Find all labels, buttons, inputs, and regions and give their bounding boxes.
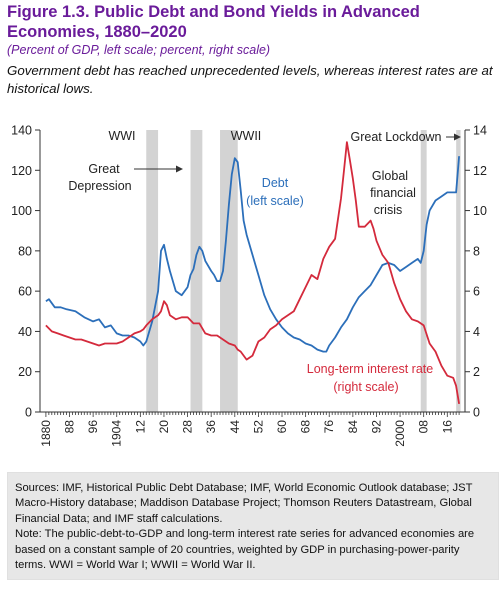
left-tick-label: 120 <box>11 164 32 178</box>
shade-great-depression <box>190 130 203 412</box>
x-tick-label: 28 <box>181 420 195 434</box>
shade-wwi <box>146 130 159 412</box>
right-tick-label: 6 <box>473 285 480 299</box>
figure-lede: Government debt has reached unprecedente… <box>7 63 493 96</box>
left-tick-label: 80 <box>18 244 32 258</box>
x-tick-label: 84 <box>346 420 360 434</box>
interest-rate-series-line <box>45 141 460 405</box>
gfc-label-line3: crisis <box>374 203 402 217</box>
left-tick-label: 40 <box>18 325 32 339</box>
debt-series-line <box>45 156 460 353</box>
left-tick-label: 100 <box>11 204 32 218</box>
x-tick-label: 44 <box>228 420 242 434</box>
gfc-label-line1: Global <box>372 169 408 183</box>
great-lockdown-arrowhead <box>454 133 461 141</box>
great-lockdown-label: Great Lockdown <box>350 130 441 144</box>
rate-series-label-line2: (right scale) <box>333 380 398 394</box>
debt-series-label-line1: Debt <box>262 176 289 190</box>
right-tick-label: 4 <box>473 325 480 339</box>
figure-title: Figure 1.3. Public Debt and Bond Yields … <box>7 3 420 41</box>
x-tick-label: 60 <box>275 420 289 434</box>
left-tick-label: 60 <box>18 285 32 299</box>
shade-great-lockdown <box>456 130 461 412</box>
sources-box: Sources: IMF, Historical Public Debt Dat… <box>7 472 499 581</box>
chart-annotations: WWI WWII Great Depression Great Lockdown Glob… <box>68 129 461 394</box>
x-tick-label: 08 <box>417 420 431 434</box>
great-depression-label-line2: Depression <box>68 179 131 193</box>
great-depression-label-line1: Great <box>88 162 120 176</box>
left-tick-label: 0 <box>25 406 32 420</box>
great-depression-arrowhead <box>176 165 183 173</box>
x-tick-label: 36 <box>204 420 218 434</box>
x-tick-label: 12 <box>133 420 147 434</box>
x-tick-label: 96 <box>86 420 100 434</box>
x-tick-label: 1904 <box>110 420 124 447</box>
debt-series-label-line2: (left scale) <box>246 194 304 208</box>
x-tick-label: 92 <box>369 420 383 434</box>
right-tick-label: 12 <box>473 164 487 178</box>
x-tick-label: 2000 <box>393 420 407 447</box>
x-tick-label: 88 <box>63 420 77 434</box>
x-tick-label: 1880 <box>39 420 53 447</box>
sources-text: Sources: IMF, Historical Public Debt Dat… <box>15 482 473 525</box>
figure-subtitle: (Percent of GDP, left scale; percent, ri… <box>7 43 271 57</box>
note-text: Note: The public-debt-to-GDP and long-te… <box>15 528 475 572</box>
x-tick-label: 20 <box>157 420 171 434</box>
right-tick-label: 0 <box>473 406 480 420</box>
left-tick-label: 140 <box>11 124 32 138</box>
wwi-label: WWI <box>108 129 135 143</box>
left-tick-label: 20 <box>18 365 32 379</box>
right-tick-label: 8 <box>473 244 480 258</box>
x-tick-label: 52 <box>251 420 265 434</box>
x-tick-label: 76 <box>322 420 336 434</box>
right-tick-label: 14 <box>473 124 487 138</box>
right-tick-label: 2 <box>473 365 480 379</box>
right-tick-label: 10 <box>473 204 487 218</box>
x-tick-label: 68 <box>299 420 313 434</box>
wwii-label: WWII <box>231 129 262 143</box>
gfc-label-line2: financial <box>370 186 416 200</box>
series-lines <box>45 141 460 405</box>
x-tick-label: 16 <box>440 420 454 434</box>
rate-series-label-line1: Long-term interest rate <box>307 362 433 376</box>
shade-global-financial-crisis <box>420 130 427 412</box>
